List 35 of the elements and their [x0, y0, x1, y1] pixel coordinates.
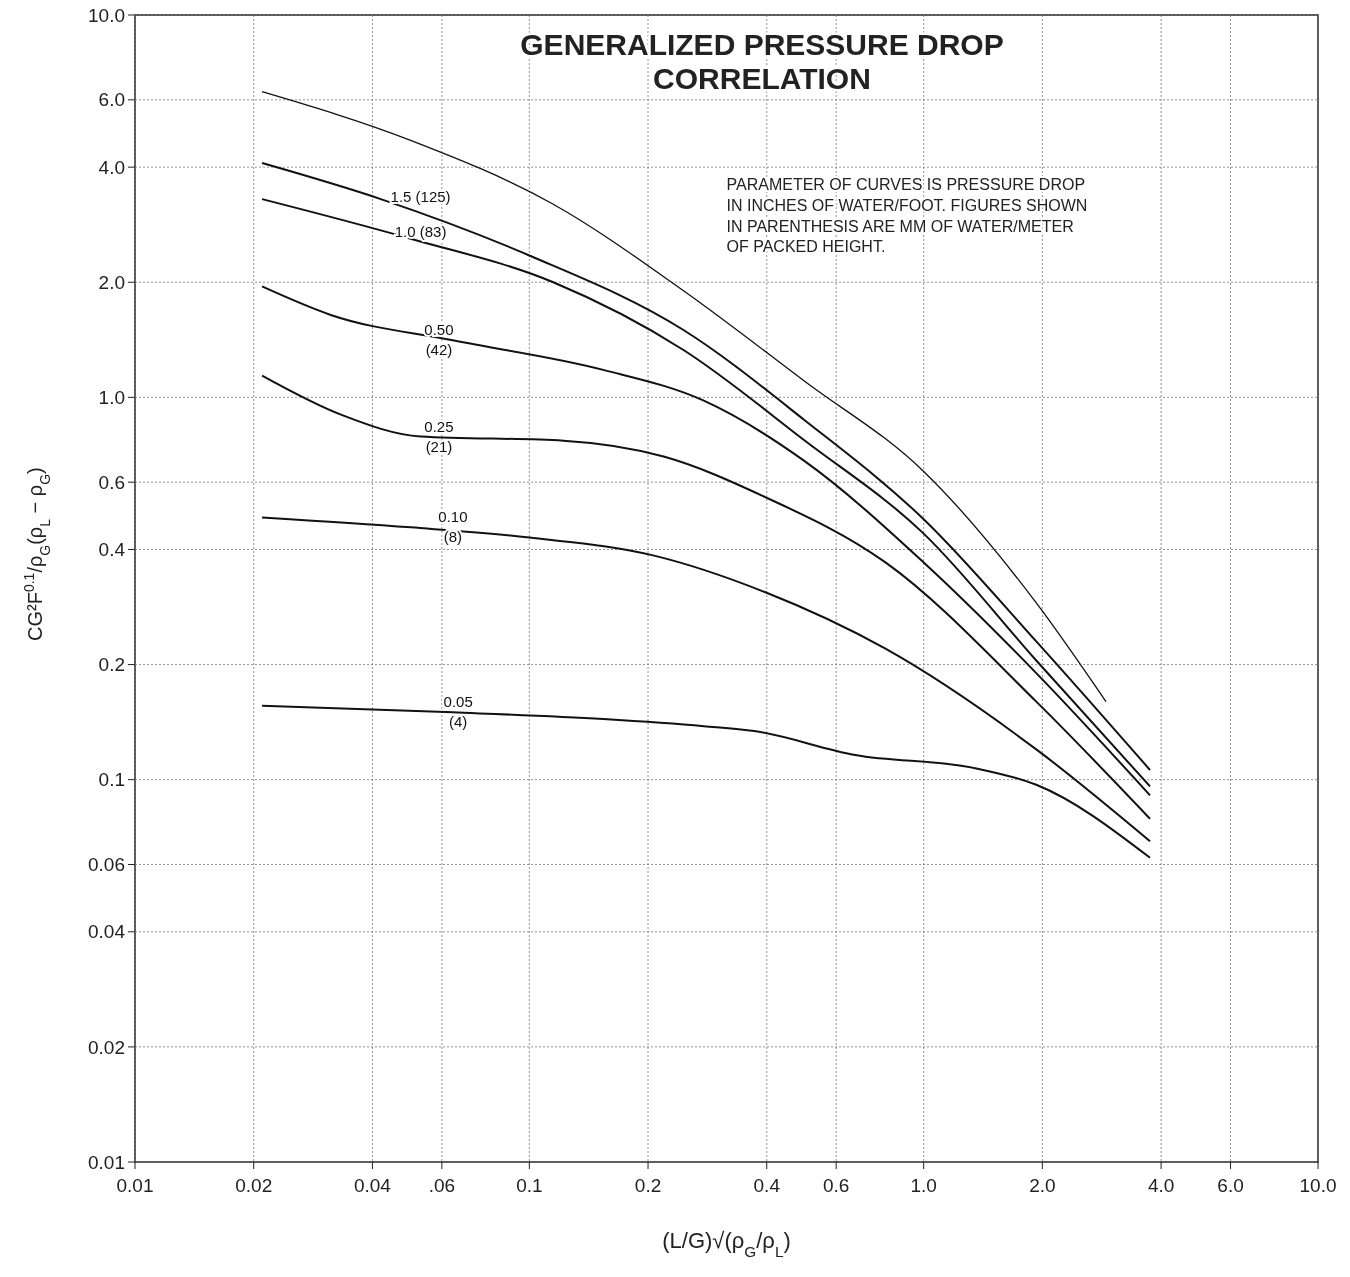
y-tick-label: 1.0: [98, 386, 125, 408]
y-tick-label: 0.04: [88, 921, 126, 943]
y-tick-label: 2.0: [98, 271, 125, 293]
x-tick-label: 6.0: [1217, 1175, 1244, 1196]
x-tick-label: 0.4: [753, 1175, 781, 1196]
x-tick-label: .06: [428, 1175, 456, 1196]
y-tick-label: 0.4: [98, 539, 126, 561]
text: GENERALIZED PRESSURE DROP CORRELATION: [520, 28, 1004, 95]
x-tick-label: 0.6: [822, 1175, 850, 1196]
x-tick-label: 0.04: [353, 1175, 392, 1196]
x-tick-label: 0.2: [634, 1175, 662, 1196]
y-tick-label: 6.0: [98, 89, 125, 111]
annotation: 0.10 (8): [438, 508, 468, 545]
annotation: 1.0 (83): [394, 223, 447, 241]
y-tick-label: 4.0: [98, 156, 125, 178]
annotation: PARAMETER OF CURVES IS PRESSURE DROP IN INCHES OF WATER/FOOT. FIGURES SHOWN IN PARENTHESIS ARE MM OF WATER/METER OF PACKED HEIGHT.: [726, 176, 1088, 256]
y-tick-label: 0.01: [88, 1151, 125, 1173]
y-tick-label: 0.2: [98, 654, 125, 676]
x-tick-label: 10.0: [1299, 1175, 1337, 1196]
y-tick-label: 0.02: [88, 1036, 125, 1058]
x-tick-label: 4.0: [1147, 1175, 1175, 1196]
x-tick-label: 0.01: [116, 1175, 154, 1196]
y-tick-label: 0.06: [88, 854, 125, 876]
annotation: 0.50 (42): [424, 321, 454, 358]
x-tick-label: 0.02: [235, 1175, 273, 1196]
y-tick-label: 0.1: [98, 769, 125, 791]
annotation: 0.05 (4): [443, 693, 473, 730]
annotation: 1.5 (125): [390, 188, 451, 206]
y-tick-label: 10.0: [88, 4, 125, 26]
x-tick-label: 1.0: [910, 1175, 937, 1196]
annotation: 0.25 (21): [424, 418, 454, 455]
x-tick-label: 0.1: [516, 1175, 543, 1196]
y-tick-label: 0.6: [98, 471, 125, 493]
x-axis-title: (L/G)√(ρ$_{G}$/ρ$_{L}$): [662, 1228, 791, 1260]
x-tick-label: 2.0: [1029, 1175, 1056, 1196]
